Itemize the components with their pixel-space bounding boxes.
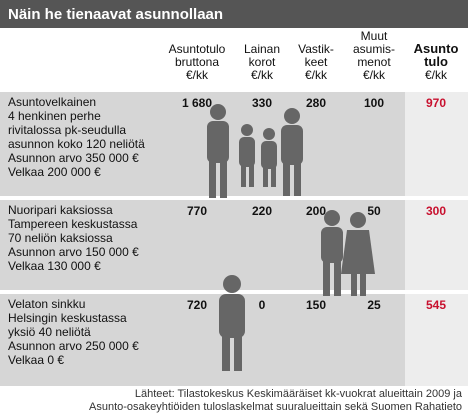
cell-value: 720 — [187, 298, 207, 312]
row-description: 70 neliön kaksiossa — [8, 231, 113, 245]
cell-value: 1 680 — [182, 96, 212, 110]
title: Näin he tienaavat asunnollaan — [8, 6, 223, 23]
row-description: Asuntovelkainen — [8, 95, 96, 109]
row-description: Velkaa 200 000 € — [8, 165, 101, 179]
row-description: yksiö 40 neliötä — [8, 325, 91, 339]
column-header: menot — [357, 55, 391, 69]
column-header: Lainan — [244, 42, 280, 56]
cell-value: 0 — [259, 298, 266, 312]
footer-source: Lähteet: Tilastokeskus Keskimääräiset kk… — [135, 388, 463, 400]
cell-value: 25 — [367, 298, 381, 312]
row-description: Nuoripari kaksiossa — [8, 203, 113, 217]
row-band — [0, 294, 405, 386]
cell-value: 50 — [367, 204, 381, 218]
column-header: Muut — [361, 29, 388, 43]
row-description: Velkaa 130 000 € — [8, 259, 101, 273]
column-header: asumis- — [353, 42, 395, 56]
row-band — [405, 294, 468, 386]
cell-value: 545 — [426, 298, 446, 312]
cell-value: 970 — [426, 96, 446, 110]
title-bar — [0, 0, 468, 28]
cell-value: 200 — [306, 204, 326, 218]
column-header: Asunto — [414, 41, 459, 56]
cell-value: 770 — [187, 204, 207, 218]
row-description: rivitalossa pk-seudulla — [8, 123, 126, 137]
cell-value: 300 — [426, 204, 446, 218]
row-band — [405, 92, 468, 196]
column-header: bruttona — [175, 55, 219, 69]
column-header: €/kk — [186, 68, 209, 82]
column-header: Vastik- — [298, 42, 334, 56]
cell-value: 150 — [306, 298, 326, 312]
couple-silhouette — [321, 210, 375, 296]
row-description: 4 henkinen perhe — [8, 109, 101, 123]
footer-source: Asunto-osakeyhtiöiden tuloslaskelmat suu… — [89, 401, 462, 413]
row-band — [0, 92, 405, 196]
column-header: keet — [305, 55, 328, 69]
row-description: Asunnon arvo 250 000 € — [8, 339, 139, 353]
row-description: asunnon koko 120 neliötä — [8, 137, 145, 151]
row-description: Tampereen keskustassa — [8, 217, 138, 231]
column-header: Asuntotulo — [169, 42, 226, 56]
single-silhouette — [219, 275, 245, 371]
column-header: tulo — [424, 54, 448, 69]
cell-value: 220 — [252, 204, 272, 218]
cell-value: 330 — [252, 96, 272, 110]
row-description: Helsingin keskustassa — [8, 311, 127, 325]
cell-value: 100 — [364, 96, 384, 110]
column-header: korot — [249, 55, 276, 69]
row-description: Velkaa 0 € — [8, 353, 64, 367]
column-header: €/kk — [251, 68, 274, 82]
row-description: Asunnon arvo 150 000 € — [8, 245, 139, 259]
family-silhouette — [207, 104, 303, 198]
row-description: Asunnon arvo 350 000 € — [8, 151, 139, 165]
row-band — [405, 200, 468, 290]
column-header: €/kk — [425, 68, 448, 82]
cell-value: 280 — [306, 96, 326, 110]
column-header: €/kk — [363, 68, 386, 82]
row-description: Velaton sinkku — [8, 297, 85, 311]
column-header: €/kk — [305, 68, 328, 82]
